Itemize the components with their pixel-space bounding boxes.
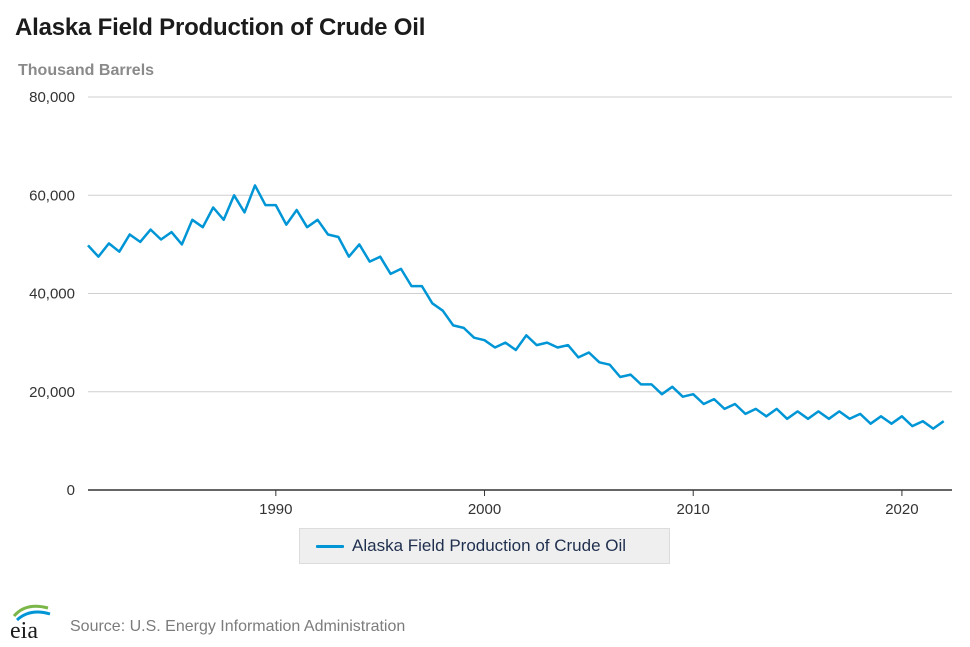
logo-arc-blue	[15, 610, 51, 622]
footer: eia	[8, 600, 60, 642]
x-tick-label: 2020	[885, 501, 918, 518]
series-line-0[interactable]	[87, 184, 945, 430]
source-note: Source: U.S. Energy Information Administ…	[70, 618, 406, 635]
legend-swatch	[316, 544, 344, 548]
chart-subtitle: Thousand Barrels	[18, 62, 155, 79]
eia-logo: eia	[10, 604, 51, 642]
y-tick-label: 80,000	[29, 89, 75, 106]
y-tick-label: 40,000	[29, 286, 75, 303]
y-tick-label: 60,000	[29, 187, 75, 204]
logo-text: eia	[10, 618, 38, 642]
gridlines	[88, 96, 952, 491]
legend[interactable]: Alaska Field Production of Crude Oil	[299, 528, 670, 564]
x-tick-label: 1990	[259, 501, 292, 518]
y-tick-label: 0	[67, 482, 75, 499]
logo-arc-green	[12, 604, 49, 618]
series-layer	[87, 184, 945, 430]
y-tick-label: 20,000	[29, 384, 75, 401]
x-tick-label: 2000	[468, 501, 501, 518]
chart-title: Alaska Field Production of Crude Oil	[15, 14, 426, 41]
legend-label: Alaska Field Production of Crude Oil	[352, 536, 627, 555]
x-axis-tick-labels: 1990 2000 2010 2020	[259, 490, 919, 518]
x-tick-label: 2010	[677, 501, 710, 518]
y-axis-tick-labels: 0 20,000 40,000 60,000 80,000	[29, 89, 75, 499]
